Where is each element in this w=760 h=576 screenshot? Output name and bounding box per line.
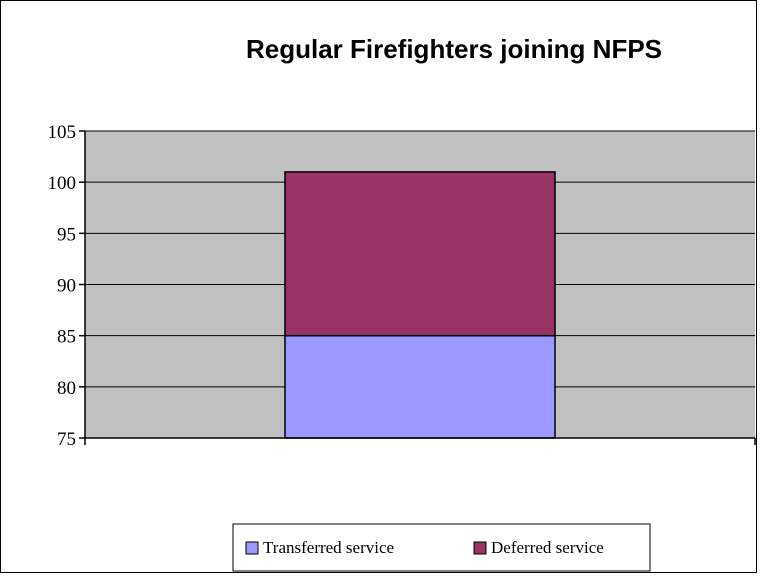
legend-label: Transferred service bbox=[263, 538, 394, 557]
legend-swatch bbox=[473, 541, 487, 555]
y-ticks: 75 80 85 90 95 100 105 bbox=[48, 122, 85, 450]
legend: Transferred service Deferred service bbox=[232, 523, 651, 572]
bar-transferred-service bbox=[284, 334, 556, 439]
y-tick-label: 95 bbox=[57, 224, 76, 245]
y-tick-label: 80 bbox=[57, 378, 76, 399]
y-tick-label: 105 bbox=[48, 122, 77, 143]
legend-swatch bbox=[245, 541, 259, 555]
bars bbox=[284, 171, 556, 439]
bar-deferred-service bbox=[284, 171, 556, 337]
legend-box bbox=[232, 523, 651, 572]
y-tick-label: 75 bbox=[57, 429, 76, 450]
y-tick-label: 100 bbox=[48, 173, 77, 194]
y-tick-label: 90 bbox=[57, 276, 76, 297]
legend-label: Deferred service bbox=[491, 538, 604, 557]
chart-title: Regular Firefighters joining NFPS bbox=[246, 34, 662, 64]
y-tick-label: 85 bbox=[57, 327, 76, 348]
